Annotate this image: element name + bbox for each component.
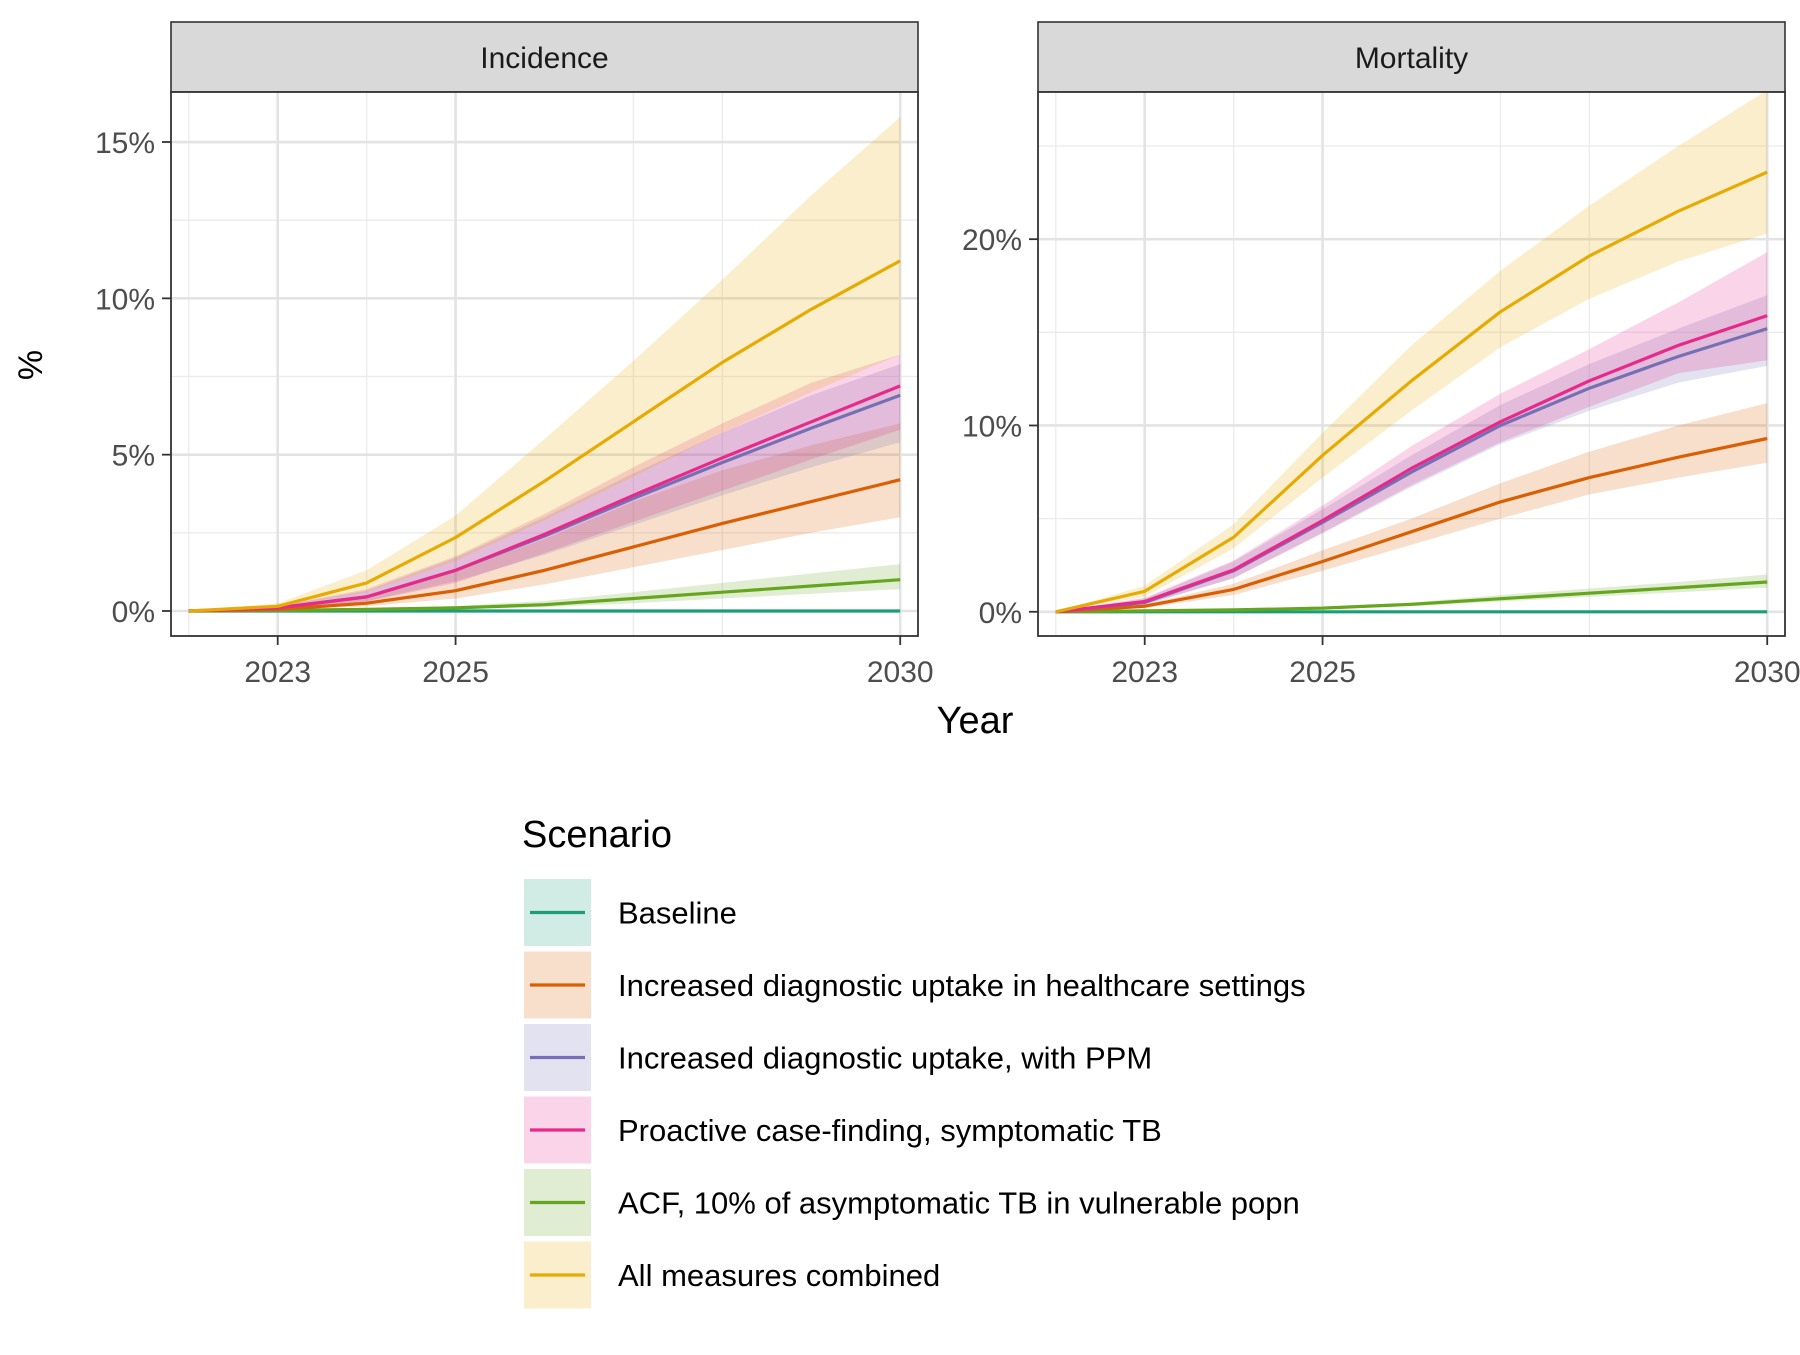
panel-incidence: Incidence 0% 5% 10% 15% 2023 2025 2030 xyxy=(95,21,934,689)
legend-item-acf: ACF, 10% of asymptomatic TB in vulnerabl… xyxy=(524,1169,1300,1236)
labels-layer: % Year xyxy=(12,350,1014,742)
x-axis-title: Year xyxy=(937,700,1014,742)
legend: Scenario Baseline Increased diagnostic up… xyxy=(522,814,1306,1309)
legend-item-baseline: Baseline xyxy=(524,879,737,946)
panel-strip-incidence xyxy=(170,21,919,93)
series-line-acf xyxy=(1055,580,1768,614)
x-tick-label: 2025 xyxy=(1289,656,1356,689)
y-axis-title: % xyxy=(12,350,50,380)
y-tick-label: 10% xyxy=(962,410,1022,443)
legend-item-label: Proactive case-finding, symptomatic TB xyxy=(618,1113,1162,1148)
series-line-all xyxy=(1055,170,1768,614)
x-tick-label: 2023 xyxy=(244,656,311,689)
y-tick-label: 0% xyxy=(979,597,1022,630)
y-tick-label: 15% xyxy=(95,127,155,160)
y-tick-label: 0% xyxy=(112,596,155,629)
legend-item-all: All measures combined xyxy=(524,1241,940,1309)
series-line-diag xyxy=(188,478,901,613)
series-line-proactive xyxy=(188,384,901,613)
ribbon-all xyxy=(188,117,901,611)
legend-item-proactive: Proactive case-finding, symptomatic TB xyxy=(524,1096,1162,1164)
series-line-acf xyxy=(188,578,901,613)
legend-item-label: All measures combined xyxy=(618,1258,940,1293)
y-tick-label: 10% xyxy=(95,283,155,316)
series-line-diag xyxy=(1055,436,1768,614)
panel-strip-label: Incidence xyxy=(480,42,608,75)
x-tick-label: 2030 xyxy=(867,656,934,689)
legend-item-label: Increased diagnostic uptake, with PPM xyxy=(618,1041,1152,1076)
panel-background xyxy=(171,92,918,636)
legend-item-diag: Increased diagnostic uptake in healthcar… xyxy=(524,951,1306,1019)
y-tick-label: 20% xyxy=(962,224,1022,257)
panel-strip-label: Mortality xyxy=(1355,42,1468,75)
ribbon-all xyxy=(1055,90,1768,612)
ribbon-proactive xyxy=(188,354,901,611)
y-tick-label: 5% xyxy=(112,440,155,473)
panel-border xyxy=(1037,91,1786,637)
ribbon-acf xyxy=(188,564,901,611)
legend-item-label: ACF, 10% of asymptomatic TB in vulnerabl… xyxy=(618,1186,1300,1221)
legend-item-ppm: Increased diagnostic uptake, with PPM xyxy=(524,1024,1152,1091)
legend-item-label: Increased diagnostic uptake in healthcar… xyxy=(618,968,1306,1003)
x-tick-label: 2023 xyxy=(1111,656,1178,689)
x-tick-label: 2030 xyxy=(1734,656,1800,689)
x-tick-label: 2025 xyxy=(422,656,489,689)
ribbon-ppm xyxy=(1055,295,1768,612)
panel-strip-mortality xyxy=(1037,21,1786,93)
ribbon-diag xyxy=(188,423,901,611)
panel-border xyxy=(170,91,919,637)
ribbon-diag xyxy=(1055,403,1768,612)
legend-item-label: Baseline xyxy=(618,896,737,931)
series-line-all xyxy=(188,259,901,613)
series-line-proactive xyxy=(1055,314,1768,614)
panel-mortality: Mortality 0% 10% 20% 2023 2025 2030 xyxy=(962,21,1800,689)
legend-title: Scenario xyxy=(522,814,672,856)
